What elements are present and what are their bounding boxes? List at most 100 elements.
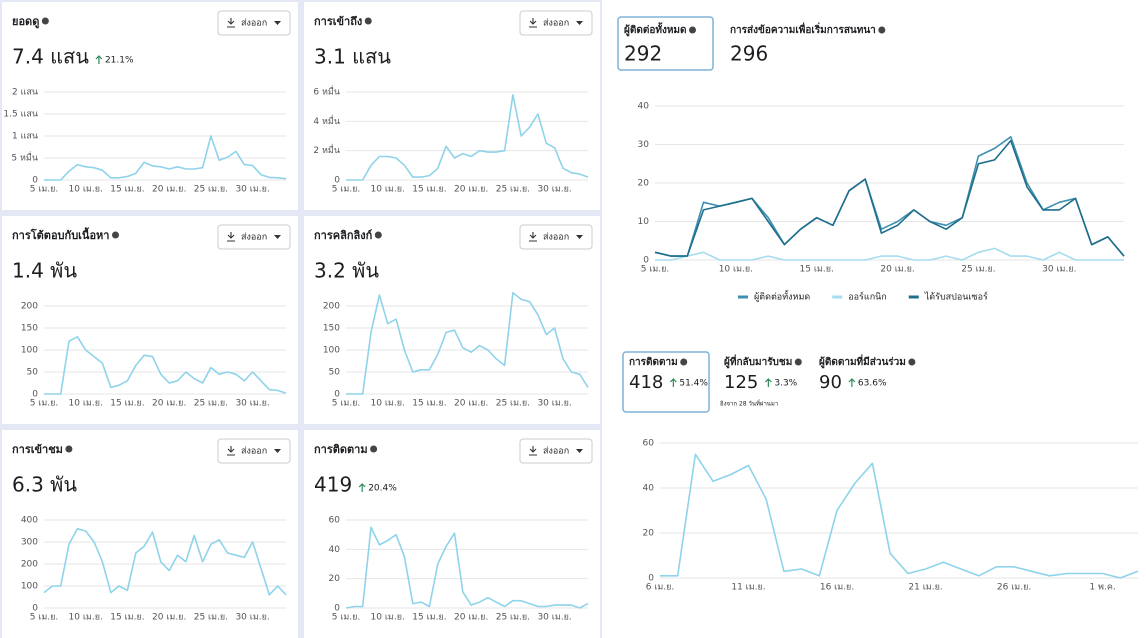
x-tick-label: 30 เม.ย. (537, 399, 571, 409)
x-tick-label: 5 เม.ย. (30, 185, 59, 195)
export-label: ส่งออก (241, 447, 267, 457)
y-tick-label: 40 (643, 484, 655, 494)
tab-label[interactable]: ผู้ติดตามที่มีส่วนร่วม (819, 354, 906, 369)
export-button[interactable] (217, 224, 291, 250)
info-icon (374, 231, 382, 239)
x-tick-label: 5 เม.ย. (332, 613, 361, 623)
x-tick-label: 25 เม.ย. (194, 185, 228, 195)
y-tick-label: 200 (21, 560, 38, 570)
panel-title: การติดตาม (314, 443, 368, 456)
x-tick-label: 30 เม.ย. (537, 185, 571, 195)
tab-change: 3.3% (774, 379, 797, 389)
y-tick-label: 300 (21, 538, 38, 548)
tab-value[interactable]: 292 (624, 42, 662, 66)
y-tick-label: 1 แสน (12, 132, 38, 142)
y-tick-label: 200 (323, 302, 340, 312)
y-tick-label: 20 (329, 574, 341, 584)
x-tick-label: 15 เม.ย. (412, 399, 446, 409)
tab-label[interactable]: ผู้ติดต่อทั้งหมด (624, 22, 687, 37)
x-tick-label: 15 เม.ย. (110, 399, 144, 409)
y-tick-label: 5 หมื่น (11, 151, 38, 164)
info-icon (112, 231, 119, 239)
y-tick-label: 100 (21, 582, 38, 592)
export-button[interactable] (519, 10, 593, 36)
tab-label[interactable]: การติดตาม (629, 356, 678, 368)
x-tick-label: 5 เม.ย. (30, 399, 59, 409)
x-tick-label: 1 พ.ค. (1089, 583, 1115, 593)
legend-label: ผู้ติดต่อทั้งหมด (754, 290, 810, 303)
y-tick-label: 60 (643, 439, 655, 449)
x-tick-label: 11 เม.ย. (731, 583, 765, 593)
x-tick-label: 30 เม.ย. (235, 613, 269, 623)
data-line (346, 94, 589, 181)
export-label: ส่งออก (241, 19, 267, 29)
y-tick-label: 10 (638, 217, 650, 227)
tab-label[interactable]: การส่งข้อความเพื่อเริ่มการสนทนา (730, 22, 876, 36)
metric-value: 3.1 แสน (314, 45, 391, 69)
x-tick-label: 10 เม.ย. (69, 399, 103, 409)
panel-title: การคลิกลิงก์ (314, 229, 373, 242)
y-tick-label: 50 (329, 368, 341, 378)
x-tick-label: 30 เม.ย. (235, 185, 269, 195)
info-icon (878, 26, 886, 34)
data-line (44, 336, 287, 395)
x-tick-label: 10 เม.ย. (371, 613, 405, 623)
download-icon (227, 446, 235, 456)
legend-label: ออร์แกนิก (848, 291, 887, 303)
y-tick-label: 0 (334, 176, 340, 186)
x-tick-label: 10 เม.ย. (719, 265, 753, 275)
y-tick-label: 50 (27, 368, 39, 378)
y-tick-label: 2 แสน (12, 88, 38, 98)
metric-value: 419 (314, 473, 352, 497)
x-tick-label: 25 เม.ย. (961, 265, 995, 275)
y-tick-label: 20 (643, 529, 655, 539)
tab-label[interactable]: ผู้ที่กลับมารับชม (724, 354, 792, 369)
metric-change: 20.4% (368, 484, 397, 494)
x-tick-label: 20 เม.ย. (454, 399, 488, 409)
x-tick-label: 15 เม.ย. (800, 265, 834, 275)
y-tick-label: 100 (21, 346, 38, 356)
export-button[interactable] (217, 10, 291, 36)
x-tick-label: 26 เม.ย. (997, 583, 1031, 593)
tab-value[interactable]: 90 (819, 372, 842, 393)
y-tick-label: 40 (638, 102, 650, 112)
y-tick-label: 0 (648, 574, 654, 584)
panel (304, 216, 600, 424)
y-tick-label: 0 (32, 390, 38, 400)
export-button[interactable] (217, 438, 291, 464)
x-tick-label: 20 เม.ย. (454, 613, 488, 623)
y-tick-label: 100 (323, 346, 340, 356)
x-tick-label: 20 เม.ย. (880, 265, 914, 275)
selected-tab[interactable] (622, 351, 710, 413)
x-tick-label: 20 เม.ย. (152, 399, 186, 409)
right-background (602, 0, 1146, 638)
y-tick-label: 30 (638, 140, 650, 150)
tab-note: อิงจาก 28 วันที่ผ่านมา (720, 400, 779, 408)
tab-value[interactable]: 296 (730, 42, 768, 66)
info-icon (65, 445, 73, 453)
x-tick-label: 6 เม.ย. (646, 583, 675, 593)
x-tick-label: 10 เม.ย. (371, 399, 405, 409)
x-tick-label: 10 เม.ย. (371, 185, 405, 195)
tab-value[interactable]: 418 (629, 372, 663, 393)
x-tick-label: 10 เม.ย. (69, 613, 103, 623)
info-icon (41, 17, 49, 25)
x-tick-label: 20 เม.ย. (152, 613, 186, 623)
x-tick-label: 15 เม.ย. (110, 185, 144, 195)
y-tick-label: 0 (32, 604, 38, 614)
y-tick-label: 6 หมื่น (313, 85, 340, 98)
y-tick-label: 40 (329, 545, 341, 555)
tab-value[interactable]: 125 (724, 372, 758, 393)
export-button[interactable] (519, 438, 593, 464)
export-button[interactable] (519, 224, 593, 250)
x-tick-label: 5 เม.ย. (30, 613, 59, 623)
download-icon (529, 18, 537, 28)
metric-value: 3.2 พัน (314, 259, 379, 283)
series-line (654, 139, 1125, 257)
dropdown-caret (576, 449, 583, 453)
panel (304, 2, 600, 210)
x-tick-label: 5 เม.ย. (641, 265, 670, 275)
y-tick-label: 0 (334, 390, 340, 400)
dropdown-caret (576, 21, 583, 25)
dropdown-caret (274, 21, 281, 25)
